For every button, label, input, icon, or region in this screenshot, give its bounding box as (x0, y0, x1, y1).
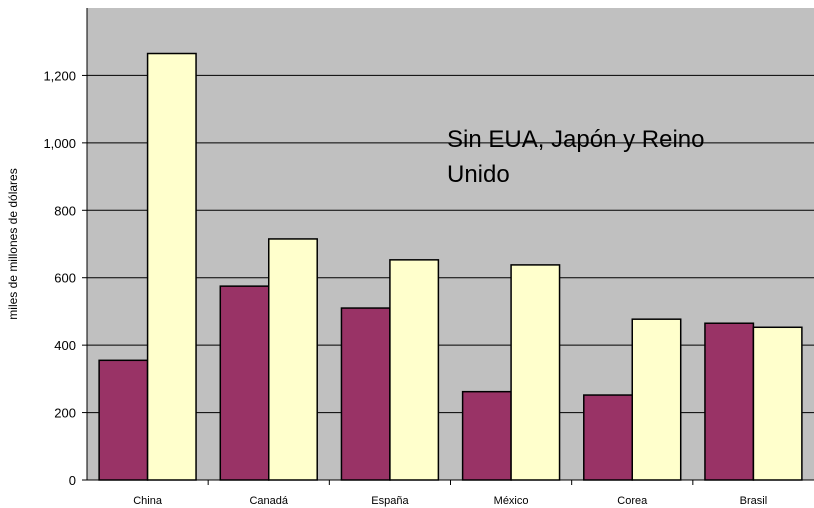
y-axis-title: miles de millones de dólares (6, 168, 20, 319)
annotation-line-2: Unido (447, 161, 510, 188)
bar (219, 285, 270, 481)
annotation-line-1: Sin EUA, Japón y Reino (447, 126, 704, 153)
x-category-label: España (371, 495, 409, 507)
bar (146, 52, 197, 481)
bar (752, 326, 803, 481)
x-category-label: Corea (617, 495, 648, 507)
bar (268, 238, 318, 481)
y-tick-label: 600 (54, 271, 76, 286)
x-category-label: Canadá (249, 495, 288, 507)
plot-area (87, 8, 814, 480)
bar (631, 318, 682, 481)
y-tick-label: 800 (54, 203, 76, 218)
bars (98, 52, 803, 481)
y-tick-label: 1,200 (43, 68, 76, 83)
bar (510, 264, 561, 481)
y-tick-label: 200 (54, 406, 76, 421)
y-ticks: 0 200 400 600 800 1,000 1,200 (43, 68, 87, 488)
x-category-label: China (133, 495, 163, 507)
bar (340, 307, 391, 481)
x-category-label: México (494, 495, 529, 507)
y-tick-label: 400 (54, 338, 76, 353)
x-category-label: Brasil (740, 495, 768, 507)
bar (389, 259, 440, 481)
bar (461, 390, 512, 481)
x-categories: China Canadá España México Corea Brasil (133, 480, 767, 507)
bar (583, 394, 633, 481)
bar (98, 359, 149, 481)
gridlines (87, 74, 814, 414)
bar (704, 322, 755, 481)
y-tick-label: 0 (69, 473, 76, 488)
y-tick-label: 1,000 (43, 136, 76, 151)
